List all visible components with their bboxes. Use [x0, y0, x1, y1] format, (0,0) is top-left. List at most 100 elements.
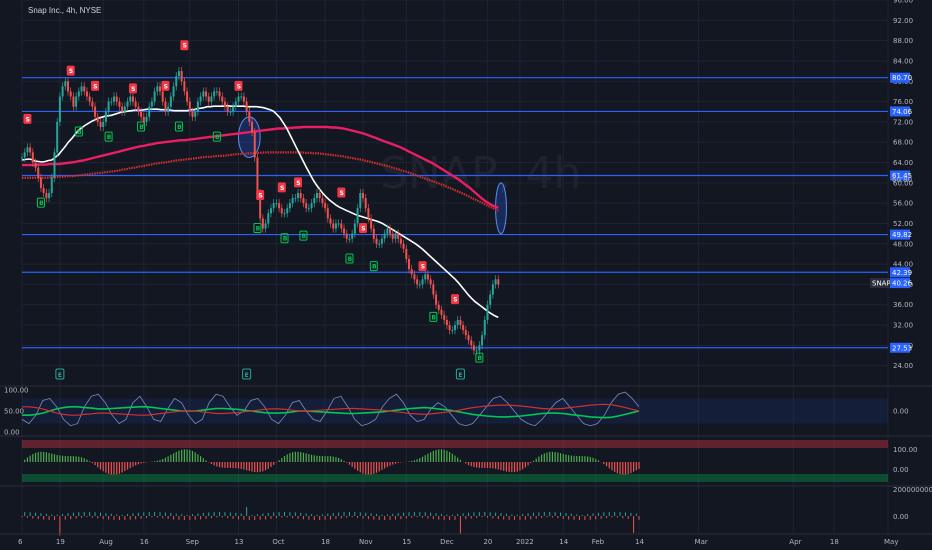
x-tick-label: 15	[402, 538, 411, 546]
y-tick-label: 36.00	[893, 301, 913, 309]
momentum-tick: 0.00	[893, 466, 909, 474]
volume-pane: 200000000.00 0.00	[21, 486, 932, 536]
candle-body	[72, 96, 75, 107]
candle-body	[53, 152, 56, 178]
earnings-flag-icon	[455, 368, 465, 380]
x-tick-label: Dec	[440, 538, 454, 546]
osc-tick: 50.00	[4, 408, 24, 416]
signal-letter: S	[93, 83, 97, 90]
sell-signal-icon	[451, 294, 459, 305]
x-tick-label: Feb	[592, 538, 605, 546]
sell-signal-icon	[418, 261, 427, 272]
signal-letter: B	[139, 124, 144, 131]
signal-letter: B	[302, 233, 307, 240]
candle-body	[340, 223, 343, 229]
osc-fast-line	[21, 391, 640, 427]
osc-tick: 100.00	[4, 387, 29, 395]
y-tick-label: 56.00	[893, 200, 913, 208]
signal-letter: B	[39, 200, 44, 207]
candle-body	[321, 198, 324, 204]
signal-letter: B	[177, 124, 182, 131]
earnings-flag-icon	[55, 368, 65, 380]
candle-body	[34, 162, 37, 168]
y-tick-label: 52.00	[893, 220, 913, 228]
candle-body	[353, 223, 356, 234]
level-tag-label: 74.06	[892, 108, 913, 116]
candle-body	[50, 177, 53, 193]
volume-tick: 0.00	[893, 513, 909, 521]
signal-letter: B	[432, 314, 437, 321]
candle-body	[489, 294, 492, 305]
momentum-top-band	[22, 440, 888, 448]
candle-body	[226, 106, 229, 112]
candle-body	[332, 223, 335, 229]
level-tag-label: 61.45	[892, 172, 912, 180]
level-tag	[890, 267, 910, 278]
candle-body	[23, 152, 26, 158]
candle-body	[286, 208, 289, 214]
x-tick-label: 14	[635, 538, 644, 546]
buy-signal-icon	[74, 126, 83, 137]
candle-body	[102, 121, 105, 127]
candle-body	[472, 345, 475, 351]
candle-body	[448, 325, 451, 331]
sell-signal-icon	[180, 40, 189, 51]
candle-body	[229, 111, 232, 113]
time-axis[interactable]: 6 19 Aug 16 Sep 13 Oct 18 Nov 15 Dec 20 2022 14 Feb 14 M…	[0, 533, 932, 546]
sell-signal-icon	[91, 80, 100, 91]
candle-body	[169, 96, 172, 107]
y-tick-label: 60.00	[893, 179, 913, 187]
candle-body	[402, 243, 405, 249]
candle-body	[248, 111, 251, 122]
candle-body	[459, 319, 462, 326]
signal-letter: B	[348, 256, 353, 263]
symbol-tag	[870, 278, 890, 289]
candle-body	[464, 330, 467, 336]
candle-body	[67, 81, 70, 92]
candle-body	[372, 228, 375, 239]
candle-body	[451, 330, 454, 332]
signal-letter: B	[256, 226, 261, 233]
candle-body	[261, 218, 264, 229]
signal-markers[interactable]: S S S S S S S S S S S S S S B B B B B B B B B B B B B	[23, 40, 484, 363]
candle-body	[48, 193, 51, 199]
x-tick-label: 2022	[516, 538, 534, 546]
candle-body	[280, 208, 283, 214]
candle-body	[237, 96, 240, 102]
candle-body	[264, 223, 267, 229]
candle-body	[85, 91, 88, 97]
sell-signal-icon	[277, 182, 286, 193]
candle-body	[148, 106, 151, 117]
signal-letter: B	[107, 134, 112, 141]
candle-body	[356, 208, 359, 224]
level-tag	[890, 229, 910, 240]
candle-body	[475, 350, 478, 352]
highlight-ellipse	[495, 182, 507, 235]
candle-body	[389, 228, 392, 234]
candle-body	[359, 193, 362, 209]
y-tick-label: 64.00	[893, 159, 913, 167]
y-tick-label: 88.00	[893, 37, 913, 45]
candle-body	[210, 96, 213, 102]
oscillator-pane: 100.00 50.00 0.00 0.00	[4, 387, 909, 437]
signal-letter: S	[361, 226, 365, 233]
x-tick-label: May	[884, 538, 898, 546]
candle-body	[213, 91, 216, 97]
candle-body	[278, 203, 281, 209]
candle-body	[494, 279, 497, 285]
candle-body	[126, 101, 129, 107]
candle-body	[413, 274, 416, 280]
candle-body	[272, 203, 275, 209]
candle-body	[418, 284, 421, 286]
candle-body	[110, 101, 113, 103]
candle-body	[140, 111, 143, 117]
level-tag	[890, 72, 910, 83]
candle-body	[367, 208, 370, 219]
candle-body	[142, 116, 145, 122]
candle-body	[37, 167, 40, 178]
candle-body	[83, 86, 86, 92]
candle-body	[121, 106, 124, 112]
x-tick-label: 13	[235, 538, 244, 546]
